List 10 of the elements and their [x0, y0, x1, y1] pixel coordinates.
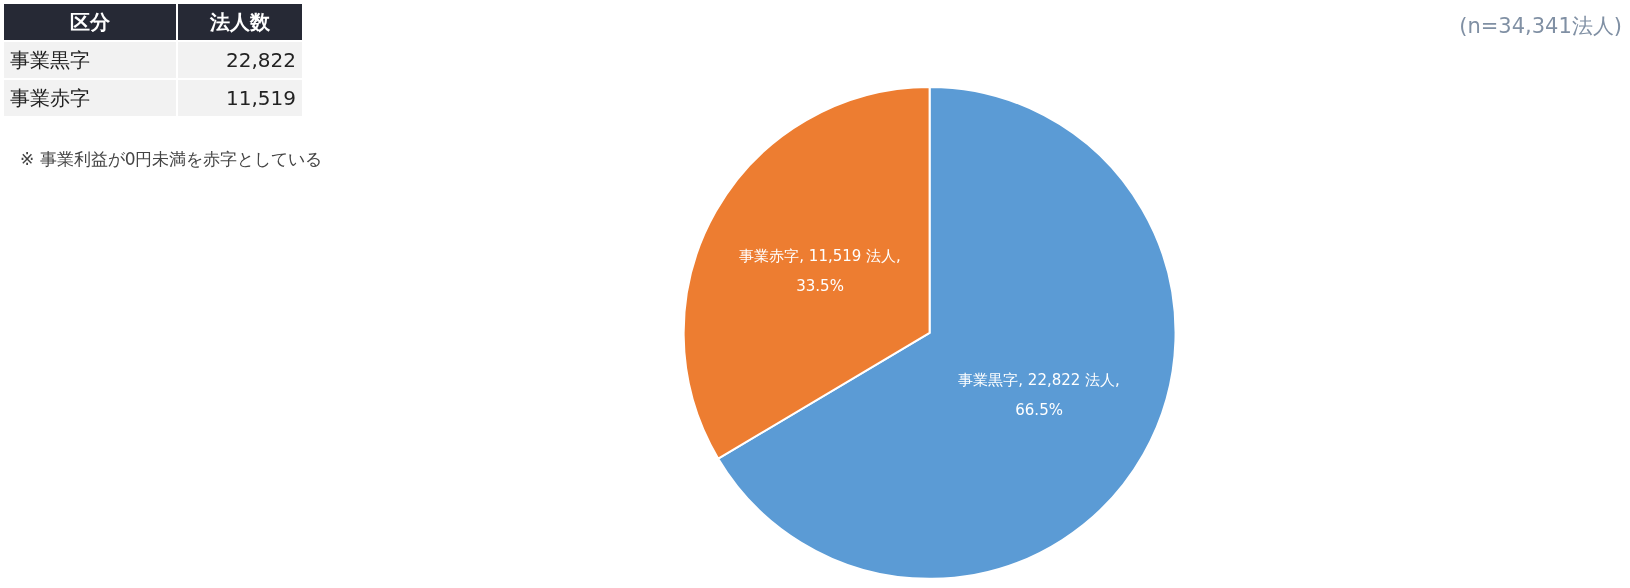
text: 22,822	[178, 42, 302, 78]
text: (n=34,341法人)	[1459, 13, 1622, 40]
slice-label: 事業黒字, 22,822 法人, 66.5%	[958, 371, 1120, 420]
text: 11,519	[178, 80, 302, 116]
text: ※ 事業利益が0円未満を赤字としている	[20, 148, 323, 171]
text: 法人数	[178, 4, 302, 40]
text: 事業黒字	[4, 42, 176, 78]
text: 区分	[4, 4, 176, 40]
text: 事業赤字	[4, 80, 176, 116]
slice-label: 事業赤字, 11,519 法人, 33.5%	[739, 246, 901, 295]
